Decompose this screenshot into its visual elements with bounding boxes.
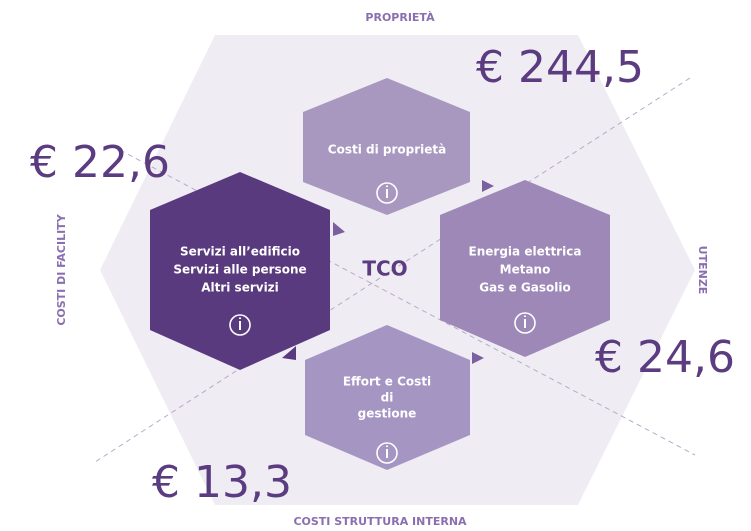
value-bottom: € 13,3 [152,457,292,508]
hexagon-top [303,78,470,215]
hex-text: Gas e Gasolio [479,281,570,295]
hex-text: Servizi alle persone [173,263,306,277]
pointer [282,346,296,360]
info-icon[interactable] [514,312,536,334]
hex-text: Effort e Costi [343,375,431,389]
label-bottom: COSTI STRUTTURA INTERNA [293,515,467,528]
label-right: UTENZE [696,246,709,295]
label-top: PROPRIETÀ [365,11,435,24]
center-label: TCO [362,257,407,281]
hexagon-right [440,180,610,357]
info-icon[interactable] [376,442,398,464]
pointer [472,352,484,364]
hexagon-bottom [305,325,470,470]
hex-text: Metano [500,263,551,277]
label-left: COSTI DI FACILITY [55,213,68,325]
background-hexagon [100,35,695,505]
hex-text: Altri servizi [201,281,279,295]
dashed-line [94,77,691,463]
value-top: € 244,5 [476,42,644,93]
hex-text: di [381,391,394,405]
value-left: € 22,6 [30,137,170,188]
hexagon-left [150,172,330,370]
hex-text: Servizi all’edificio [180,245,300,259]
pointer [333,222,345,236]
pointer [482,180,494,192]
value-right: € 24,6 [595,332,735,383]
hex-text: Costi di proprietà [328,143,446,157]
info-icon[interactable] [376,182,398,204]
hex-text: Energia elettrica [469,245,582,259]
hex-text: gestione [358,407,417,421]
info-icon[interactable] [229,314,251,336]
